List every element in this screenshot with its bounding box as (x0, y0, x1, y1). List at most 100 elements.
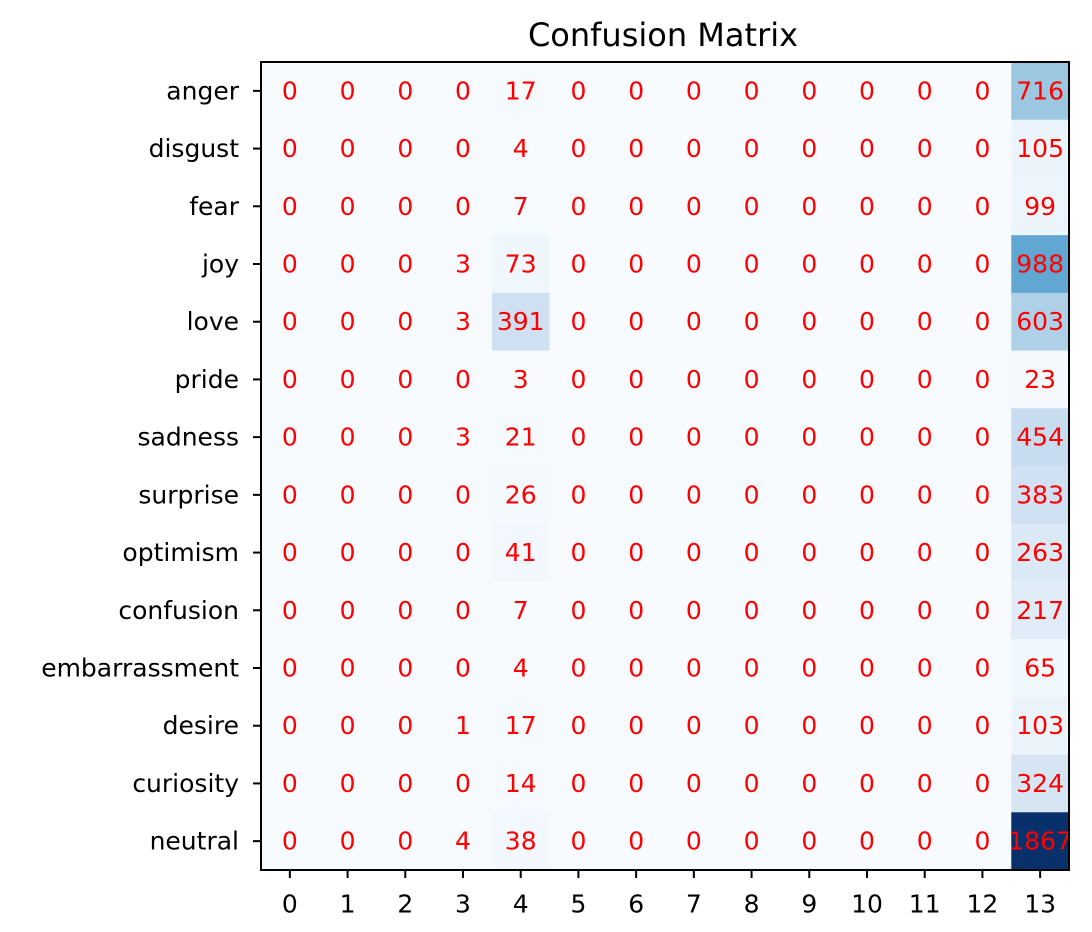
cell-value-label: 0 (917, 827, 933, 856)
heatmap-cell-pride-13 (1011, 350, 1070, 409)
x-tick-label: 6 (628, 890, 644, 919)
heatmap-cell-optimism-5 (549, 523, 608, 583)
heatmap-cell-love-1 (318, 292, 378, 352)
heatmap-cell-optimism-1 (318, 523, 378, 583)
heatmap-cell-confusion-6 (607, 581, 666, 640)
heatmap-cell-love-10 (838, 292, 897, 352)
heatmap-cell-fear-13 (1011, 177, 1070, 236)
x-axis: 0 1 2 3 4 5 6 7 8 9 10 11 12 13 (282, 870, 1056, 919)
cell-value-label: 65 (1024, 654, 1056, 683)
cell-value-label: 0 (570, 134, 586, 163)
cell-value-label: 0 (455, 596, 471, 625)
heatmap-cell-optimism-6 (607, 523, 666, 583)
cell-value-label: 0 (801, 423, 817, 452)
cell-value-label: 14 (505, 769, 537, 798)
cell-value-label: 0 (801, 769, 817, 798)
cell-value-label: 3 (513, 365, 529, 394)
y-tick-label: love (187, 307, 239, 336)
heatmap-cell-pride-10 (838, 350, 897, 409)
cell-value-label: 0 (859, 134, 875, 163)
heatmap-cell-fear-0 (261, 177, 320, 236)
heatmap-cell-joy-9 (780, 235, 839, 294)
heatmap-cell-surprise-1 (318, 466, 378, 525)
x-tick-label: 10 (851, 890, 883, 919)
cell-value-label: 0 (744, 365, 760, 394)
heatmap-cell-love-12 (953, 292, 1012, 352)
heatmap-cell-pride-4 (491, 350, 551, 409)
cell-value-label: 454 (1016, 423, 1064, 452)
heatmap-cell-anger-9 (780, 62, 839, 121)
heatmap-cell-joy-0 (261, 235, 320, 294)
cell-value-label: 0 (397, 596, 413, 625)
y-tick-label: curiosity (132, 769, 239, 798)
heatmap-cell-curiosity-13 (1011, 754, 1070, 813)
cell-value-label: 324 (1016, 769, 1064, 798)
cell-value-label: 0 (455, 134, 471, 163)
heatmap-cell-pride-6 (607, 350, 666, 409)
x-tick-label: 1 (340, 890, 356, 919)
cell-value-label: 0 (974, 307, 990, 336)
heatmap-cell-sadness-7 (665, 408, 724, 467)
heatmap-cell-curiosity-4 (491, 754, 551, 813)
cell-value-label: 7 (513, 192, 529, 221)
cell-value-label: 0 (340, 423, 356, 452)
heatmap-cell-confusion-12 (953, 581, 1012, 640)
heatmap-cell-desire-9 (780, 696, 839, 756)
chart-title: Confusion Matrix (528, 16, 798, 54)
cell-value-label: 0 (570, 365, 586, 394)
x-tick-label: 3 (455, 890, 471, 919)
cell-value-label: 1 (455, 711, 471, 740)
cell-value-label: 0 (570, 769, 586, 798)
cell-value-label: 0 (628, 654, 644, 683)
cell-value-label: 0 (859, 365, 875, 394)
heatmap-cell-fear-9 (780, 177, 839, 236)
cell-value-label: 0 (917, 423, 933, 452)
x-tick-label: 13 (1024, 890, 1056, 919)
heatmap-cell-neutral-0 (261, 812, 320, 871)
heatmap-cell-curiosity-11 (895, 754, 955, 813)
cell-value-label: 105 (1016, 134, 1064, 163)
x-tick-label: 11 (909, 890, 941, 919)
cell-value-label: 988 (1016, 250, 1064, 279)
y-tick-label: anger (166, 76, 239, 105)
cell-value-label: 41 (505, 538, 537, 567)
heatmap-cell-confusion-7 (665, 581, 724, 640)
cell-value-label: 7 (513, 596, 529, 625)
heatmap-cell-joy-4 (491, 235, 551, 294)
cell-value-label: 0 (801, 365, 817, 394)
cell-value-label: 0 (570, 192, 586, 221)
heatmap-cell-embarrassment-0 (261, 639, 320, 698)
cell-value-label: 73 (505, 250, 537, 279)
cell-value-label: 0 (859, 596, 875, 625)
heatmap-cell-optimism-12 (953, 523, 1012, 583)
cell-value-label: 0 (744, 711, 760, 740)
heatmap-cell-optimism-0 (261, 523, 320, 583)
heatmap-cell-curiosity-8 (722, 754, 782, 813)
cell-value-label: 263 (1016, 538, 1064, 567)
heatmap-cell-love-7 (665, 292, 724, 352)
cell-value-label: 0 (974, 250, 990, 279)
cell-value-label: 21 (505, 423, 537, 452)
heatmap-cell-curiosity-1 (318, 754, 378, 813)
heatmap-cell-embarrassment-13 (1011, 639, 1070, 698)
heatmap-cell-embarrassment-7 (665, 639, 724, 698)
heatmap-cell-surprise-7 (665, 466, 724, 525)
cell-value-label: 103 (1016, 711, 1064, 740)
cell-value-label: 0 (686, 711, 702, 740)
cell-value-label: 0 (917, 596, 933, 625)
cell-value-label: 0 (455, 76, 471, 105)
cell-value-label: 0 (397, 538, 413, 567)
heatmap-cell-fear-3 (434, 177, 493, 236)
cell-value-label: 0 (282, 480, 298, 509)
heatmap-cell-disgust-1 (318, 119, 378, 179)
y-tick-label: pride (175, 365, 239, 394)
heatmap-cell-pride-2 (376, 350, 435, 409)
cell-value-label: 0 (744, 480, 760, 509)
cell-value-label: 0 (397, 76, 413, 105)
heatmap-cell-curiosity-5 (549, 754, 608, 813)
cell-value-label: 0 (859, 480, 875, 509)
cell-value-label: 0 (744, 596, 760, 625)
heatmap-cell-curiosity-7 (665, 754, 724, 813)
x-tick-label: 7 (686, 890, 702, 919)
